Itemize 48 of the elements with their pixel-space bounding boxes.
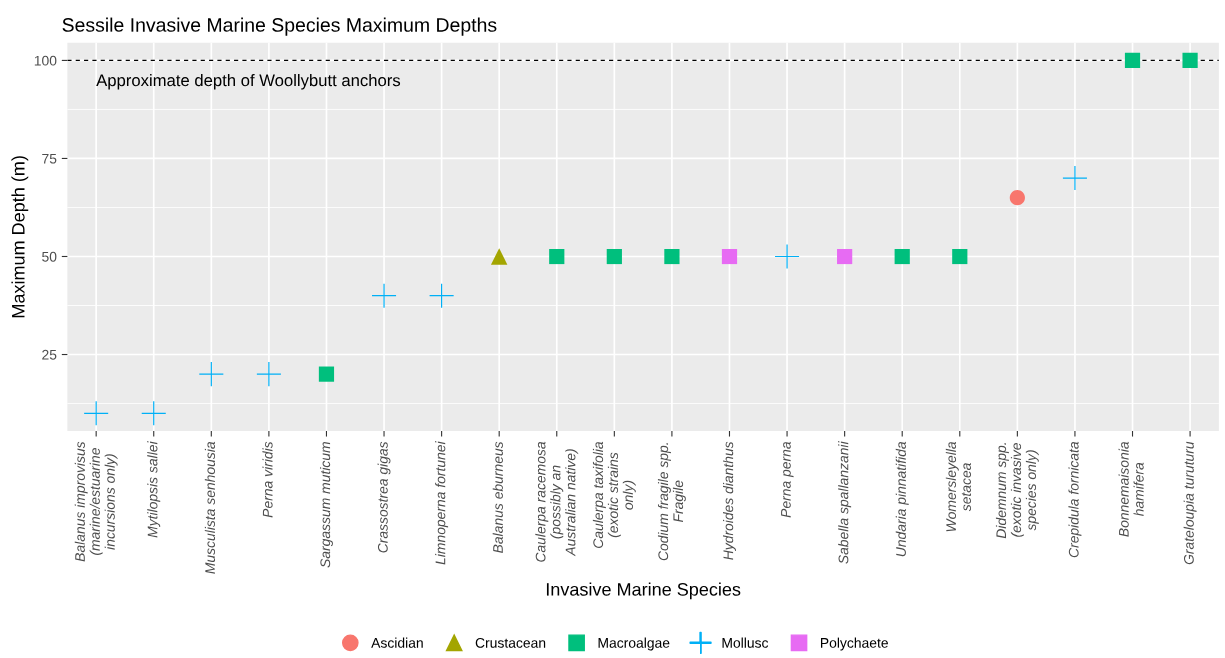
x-tick-label: Grateloupia turuturu xyxy=(1183,441,1197,565)
y-tick-label: 25 xyxy=(42,349,57,360)
point xyxy=(952,248,968,265)
x-tick-label: Codium fragile spp. Fragile xyxy=(657,443,686,561)
point xyxy=(721,248,738,265)
legend-label: Mollusc xyxy=(722,637,769,648)
point xyxy=(775,244,800,269)
chart-title: Sessile Invasive Marine Species Maximum Depths xyxy=(62,17,497,36)
point xyxy=(894,248,910,265)
x-tick-label: Undaria pinnatifida xyxy=(895,441,909,557)
x-tick-label: Musculista senhousia xyxy=(204,441,216,574)
point xyxy=(664,248,680,265)
x-tick-label: Mytilopsis sallei xyxy=(147,441,161,538)
y-tick-label: 75 xyxy=(42,153,57,164)
x-tick-label: Sabella spallanzanii xyxy=(838,441,852,564)
x-tick-label: Balanus eburneus xyxy=(492,441,503,553)
legend-label: Ascidian xyxy=(371,637,423,648)
point xyxy=(606,248,622,265)
x-tick-label: Sargassum muticum xyxy=(319,442,333,568)
legend-label: Crustacean xyxy=(475,637,546,648)
x-tick-label: Bonnemaisonia hamifera xyxy=(1118,441,1144,537)
point xyxy=(549,248,565,265)
ref-line-label: Approximate depth of Woollybutt anchors xyxy=(96,74,401,90)
point xyxy=(1062,166,1087,191)
x-tick-label: Balanus improvisus (marine/estuarine incursions only) xyxy=(74,441,118,562)
y-tick-label: 50 xyxy=(42,251,57,262)
x-tick-label: Crassostrea gigas xyxy=(377,441,391,553)
x-tick-label: Caulerpa taxifolia (exotic strains only) xyxy=(592,441,636,548)
x-tick-label: Crepidula fornicata xyxy=(1068,441,1082,558)
x-tick-label: Perna viridis xyxy=(262,441,273,518)
legend-label: Polychaete xyxy=(821,637,888,651)
point xyxy=(837,248,853,265)
x-tick-label: Caulerpa racemosa (possibly an Australian native) xyxy=(535,441,579,562)
x-tick-label: Didemnum spp. (exotic invasive species only) xyxy=(995,443,1039,539)
y-axis-title: Maximum Depth (m) xyxy=(11,156,29,318)
x-axis-title: Invasive Marine Species xyxy=(546,582,741,600)
point xyxy=(1124,52,1141,69)
x-tick-label: Hydroides dianthus xyxy=(723,441,736,560)
point xyxy=(1009,190,1025,206)
x-tick-label: Perna perna xyxy=(781,441,794,518)
point xyxy=(1182,52,1198,69)
x-tick-label: Limnoperna fortunei xyxy=(435,441,449,565)
point xyxy=(490,248,508,265)
point xyxy=(372,283,397,308)
y-tick-label: 100 xyxy=(34,55,57,66)
point xyxy=(318,366,335,382)
legend-label: Macroalgae xyxy=(598,637,670,651)
x-tick-label: Womersleyella setacea xyxy=(945,441,971,532)
